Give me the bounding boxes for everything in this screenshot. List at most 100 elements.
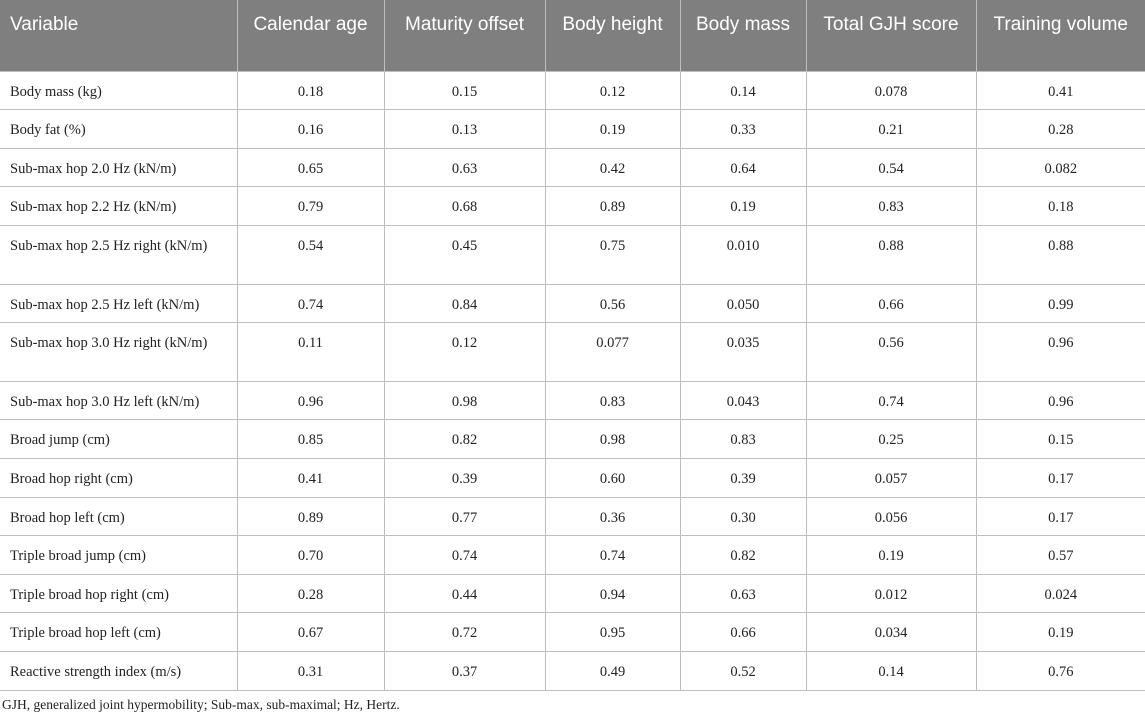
table-cell: 0.99 [975,283,1145,324]
table-cell: 0.49 [544,651,681,691]
table-row: Broad jump (cm) 0.85 0.82 0.98 0.83 0.25 0.15 [0,419,1145,460]
table-cell: 0.60 [544,458,681,498]
table-cell: 0.057 [805,458,977,498]
table-row: Sub-max hop 2.5 Hz left (kN/m) 0.74 0.84 0.… [0,283,1145,324]
table-cell: 0.74 [544,535,681,575]
table-cell: 0.043 [679,380,807,421]
table-footnote: GJH, generalized joint hypermobility; Su… [2,697,400,712]
table-cell: 0.41 [236,458,385,498]
table-row: Triple broad hop right (cm) 0.28 0.44 0.94 0… [0,573,1145,614]
table-row: Sub-max hop 2.2 Hz (kN/m) 0.79 0.68 0.89 0.1… [0,186,1145,226]
table-cell: 0.96 [975,322,1145,382]
row-label: Broad hop right (cm) [0,458,238,498]
table-cell: 0.28 [236,573,385,614]
table-cell: 0.74 [383,535,546,575]
table-cell: 0.19 [679,186,807,226]
table-row: Triple broad jump (cm) 0.70 0.74 0.74 0.82 0.… [0,535,1145,575]
table-cell: 0.96 [975,380,1145,421]
table-cell: 0.012 [805,573,977,614]
row-label: Sub-max hop 2.5 Hz right (kN/m) [0,224,238,285]
correlation-table: Variable Calendar age Maturity offset Bo… [0,0,1145,691]
table-cell: 0.13 [383,109,546,149]
table-cell: 0.28 [975,109,1145,149]
row-label: Broad hop left (cm) [0,496,238,537]
table-row: Body mass (kg) 0.18 0.15 0.12 0.14 0.078 0.41 [0,70,1145,111]
table-cell: 0.11 [236,322,385,382]
table-cell: 0.89 [544,186,681,226]
header-variable: Variable [0,0,238,71]
table-cell: 0.12 [544,70,681,111]
row-label: Sub-max hop 2.5 Hz left (kN/m) [0,283,238,324]
table-cell: 0.65 [236,147,385,188]
table-cell: 0.024 [975,573,1145,614]
table-cell: 0.36 [544,496,681,537]
table-row: Sub-max hop 3.0 Hz left (kN/m) 0.96 0.98 0.… [0,380,1145,421]
table-cell: 0.050 [679,283,807,324]
table-cell: 0.95 [544,612,681,652]
table-cell: 0.88 [975,224,1145,285]
header-total-gjh-score: Total GJH score [806,0,977,71]
table-cell: 0.19 [544,109,681,149]
row-label: Triple broad hop left (cm) [0,612,238,652]
table-cell: 0.82 [383,419,546,460]
table-cell: 0.85 [236,419,385,460]
table-cell: 0.45 [383,224,546,285]
table-cell: 0.94 [544,573,681,614]
table-cell: 0.33 [679,109,807,149]
header-body-mass: Body mass [680,0,807,71]
table-cell: 0.44 [383,573,546,614]
table-cell: 0.17 [975,496,1145,537]
table-cell: 0.67 [236,612,385,652]
table-cell: 0.082 [975,147,1145,188]
table-cell: 0.18 [975,186,1145,226]
table-cell: 0.79 [236,186,385,226]
row-label: Sub-max hop 3.0 Hz right (kN/m) [0,322,238,382]
table-cell: 0.077 [544,322,681,382]
row-label: Sub-max hop 3.0 Hz left (kN/m) [0,380,238,421]
table-cell: 0.18 [236,70,385,111]
table-cell: 0.41 [975,70,1145,111]
table-cell: 0.56 [805,322,977,382]
table-cell: 0.14 [805,651,977,691]
table-cell: 0.66 [679,612,807,652]
table-cell: 0.88 [805,224,977,285]
table-cell: 0.63 [383,147,546,188]
row-label: Body mass (kg) [0,70,238,111]
table-row: Broad hop left (cm) 0.89 0.77 0.36 0.30 0.056… [0,496,1145,537]
table-cell: 0.12 [383,322,546,382]
table-body: Body mass (kg) 0.18 0.15 0.12 0.14 0.078 0.41 B… [0,70,1145,691]
table-cell: 0.89 [236,496,385,537]
table-cell: 0.21 [805,109,977,149]
table-cell: 0.39 [679,458,807,498]
table-cell: 0.74 [805,380,977,421]
table-cell: 0.010 [679,224,807,285]
header-calendar-age: Calendar age [237,0,385,71]
table-cell: 0.74 [236,283,385,324]
table-cell: 0.63 [679,573,807,614]
table-row: Body fat (%) 0.16 0.13 0.19 0.33 0.21 0.28 [0,109,1145,149]
row-label: Broad jump (cm) [0,419,238,460]
table-cell: 0.98 [383,380,546,421]
table-cell: 0.37 [383,651,546,691]
header-body-height: Body height [545,0,681,71]
table-cell: 0.68 [383,186,546,226]
table-header: Variable Calendar age Maturity offset Bo… [0,0,1145,71]
table-cell: 0.56 [544,283,681,324]
header-maturity-offset: Maturity offset [384,0,546,71]
table-cell: 0.83 [679,419,807,460]
table-cell: 0.19 [805,535,977,575]
table-cell: 0.52 [679,651,807,691]
table-cell: 0.66 [805,283,977,324]
table-row: Sub-max hop 2.5 Hz right (kN/m) 0.54 0.45 0… [0,224,1145,285]
table-cell: 0.14 [679,70,807,111]
table-cell: 0.64 [679,147,807,188]
table-cell: 0.75 [544,224,681,285]
table-cell: 0.57 [975,535,1145,575]
table-cell: 0.30 [679,496,807,537]
table-cell: 0.84 [383,283,546,324]
row-label: Sub-max hop 2.2 Hz (kN/m) [0,186,238,226]
table-cell: 0.72 [383,612,546,652]
table-cell: 0.15 [383,70,546,111]
table-cell: 0.42 [544,147,681,188]
table-cell: 0.056 [805,496,977,537]
